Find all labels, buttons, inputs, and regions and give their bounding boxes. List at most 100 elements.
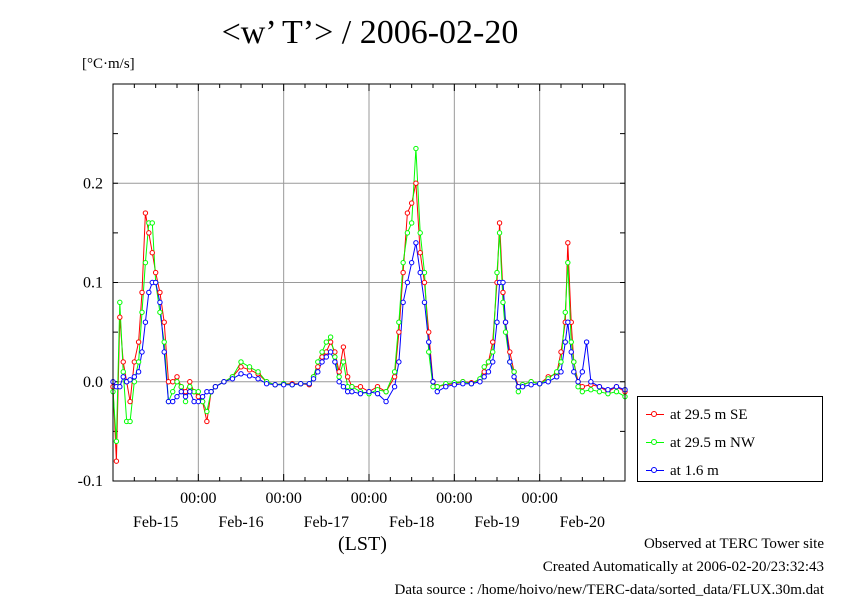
series-nw-point (117, 299, 123, 306)
series-nw-point (588, 386, 594, 393)
series-low-point (298, 381, 304, 387)
legend-item-nw: at 29.5 m NW (646, 429, 822, 457)
series-nw-point (502, 329, 509, 335)
series-low-point (565, 319, 571, 325)
series-nw-point (613, 388, 620, 395)
series-low-point (481, 374, 487, 380)
x-tick-time-label: 00:00 (265, 490, 301, 507)
series-low-point (460, 381, 466, 387)
series-low-point (554, 374, 560, 380)
x-tick-date-label: Feb-20 (560, 514, 605, 531)
y-tick-label: 0.1 (83, 275, 103, 292)
plot-frame (112, 83, 626, 482)
series-low-point (583, 339, 590, 345)
series-low-point (157, 299, 163, 306)
series-nw-point (554, 369, 560, 375)
series-nw-point (139, 309, 145, 315)
series-low-point (127, 377, 133, 383)
series-low-point (443, 384, 449, 390)
series-nw-point (199, 398, 206, 405)
series-nw-point (575, 384, 581, 390)
series-nw-point (485, 359, 492, 365)
series-low-point (204, 388, 210, 395)
series-nw-point (515, 388, 522, 395)
series-low-point (515, 384, 522, 390)
series-nw-point (161, 339, 167, 345)
series-low-point (255, 376, 261, 382)
legend: at 29.5 m SE at 29.5 m NW at 1.6 m (637, 396, 823, 482)
series-low-point (272, 382, 278, 388)
series-nw-point (149, 220, 155, 226)
x-tick-date-label: Feb-15 (133, 514, 178, 531)
series-se-point (195, 393, 202, 400)
series-se-point (490, 339, 496, 345)
series-nw-point (413, 145, 419, 152)
y-tick-label: 0.2 (83, 175, 103, 192)
x-tick-date-label: Feb-16 (218, 514, 263, 531)
x-tick-time-label: 00:00 (521, 490, 557, 507)
series-se-point (404, 210, 411, 216)
x-tick-time-label: 00:00 (436, 490, 472, 507)
series-low-point (528, 382, 534, 388)
series-low-point (396, 359, 402, 365)
series-low-point (417, 269, 423, 276)
series-nw-point (157, 309, 163, 315)
series-low-point (238, 371, 244, 377)
series-low-point (562, 339, 568, 345)
series-low-point (289, 382, 295, 388)
series-low-point (507, 359, 513, 365)
series-se-point (204, 418, 210, 425)
series-se-point (500, 289, 506, 296)
series-low-point (327, 349, 334, 355)
series-low-point (306, 381, 312, 387)
series-se-point (149, 250, 155, 256)
series-low-point (208, 388, 214, 395)
series-se-point (565, 240, 571, 246)
series-low-point (605, 386, 611, 393)
x-tick-time-label: 00:00 (351, 490, 387, 507)
y-axis-unit-label: [°C·m/s] (82, 56, 135, 72)
series-nw-point (481, 364, 487, 370)
series-se-point (391, 374, 398, 380)
series-se-point (558, 349, 564, 355)
series-se-point (120, 359, 126, 365)
series-low-point (357, 390, 364, 397)
series-nw-point (327, 334, 334, 340)
series-nw-point (391, 369, 398, 375)
series-nw-point (426, 349, 432, 355)
series-low-point (139, 349, 145, 355)
series-low-point (182, 393, 189, 400)
series-nw-point (490, 349, 496, 355)
series-nw-point (511, 369, 517, 375)
series-low-point (568, 349, 574, 355)
series-se-point (323, 349, 330, 355)
footer-source: Data source : /home/hoivo/new/TERC-data/… (394, 582, 825, 598)
series-se-point (579, 384, 586, 390)
series-se-point (327, 339, 334, 345)
series-nw-point (246, 364, 253, 370)
series-low-point (468, 381, 475, 387)
series-low-point (494, 319, 500, 325)
series-low-point (383, 398, 389, 405)
series-se-point (142, 210, 149, 216)
footer-observed: Observed at TERC Tower site (643, 536, 824, 552)
series-nw-point (336, 374, 342, 380)
series-low-point (421, 299, 428, 306)
series-low-point (374, 390, 381, 397)
x-tick-date-label: Feb-18 (389, 514, 434, 531)
legend-label-nw: at 29.5 m NW (670, 434, 755, 451)
series-nw-point (408, 220, 415, 226)
series-se-point (496, 220, 503, 226)
series-se-point (336, 369, 342, 375)
series-nw-point (238, 359, 244, 365)
series-low-point (191, 398, 197, 405)
series-low-point (490, 359, 496, 365)
series-low-point (319, 359, 325, 365)
series-se-point (127, 398, 133, 405)
series-nw-point (344, 384, 351, 390)
series-low-point (613, 384, 620, 390)
series-se-point (408, 200, 415, 206)
series-se-point (332, 349, 338, 355)
series-low-point (135, 369, 142, 375)
